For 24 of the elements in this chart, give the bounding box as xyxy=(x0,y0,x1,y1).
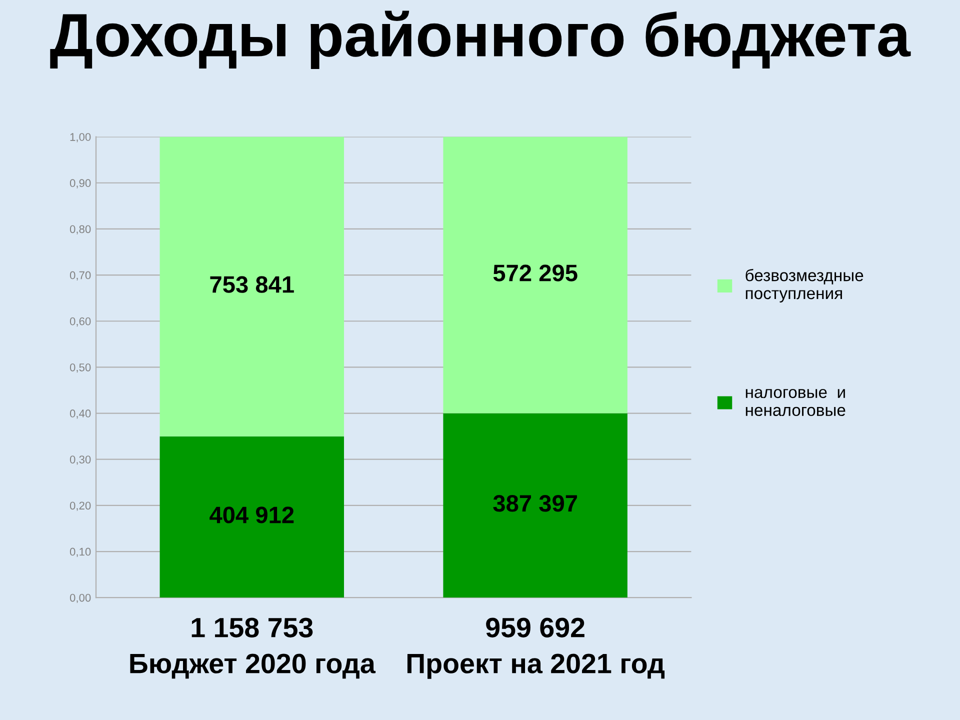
bar xyxy=(160,436,344,598)
annotation: 753 841 xyxy=(210,276,294,293)
x-tick-label: 1 158 753 Бюджет 2020 года xyxy=(130,618,376,679)
y-tick-label: 0,20 xyxy=(70,502,91,511)
y-tick-label: 0,00 xyxy=(70,594,91,604)
y-tick-label: 0,30 xyxy=(70,456,91,465)
y-tick-label: 0,90 xyxy=(70,179,91,188)
bar xyxy=(443,413,628,598)
y-tick-label: 0,50 xyxy=(70,363,91,373)
y-tick-label: 0,40 xyxy=(70,410,91,419)
annotation: 387 397 xyxy=(493,495,577,512)
y-tick-label: 0,10 xyxy=(70,548,91,557)
y-tick-label: 0,80 xyxy=(70,225,91,234)
annotation: 404 912 xyxy=(210,506,294,524)
annotation: 572 295 xyxy=(493,264,578,282)
chart-title: Доходы районного бюджета xyxy=(50,10,911,69)
x-tick-label: 959 692 Проект на 2021 год xyxy=(407,618,665,679)
bar xyxy=(443,136,628,414)
legend-label: безвозмездные поступления xyxy=(746,268,864,302)
y-tick-label: 0,70 xyxy=(70,271,91,280)
y-tick-label: 0,60 xyxy=(70,317,91,327)
legend-label: налоговые и неналоговые xyxy=(746,388,846,416)
y-tick-label: 1,00 xyxy=(70,133,91,142)
bar xyxy=(160,136,344,436)
